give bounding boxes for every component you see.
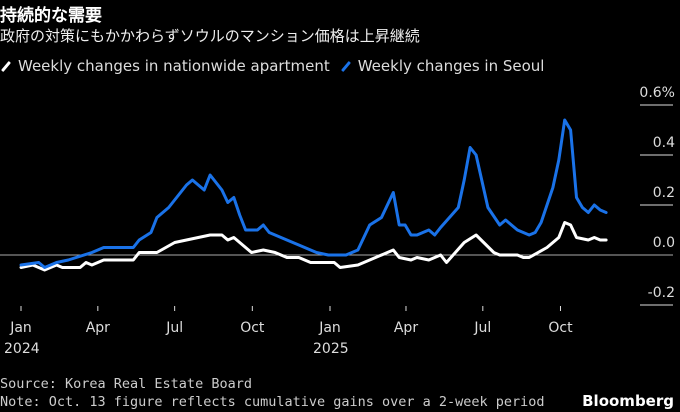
source-note: Source: Korea Real Estate Board (0, 376, 252, 392)
x-tick-label: Jul (473, 320, 491, 336)
legend-label-seoul: Weekly changes in Seoul (357, 57, 545, 75)
x-tick-label: Oct (548, 320, 573, 336)
y-tick-label: 0.4 (653, 135, 675, 151)
y-tick-label: -0.2 (648, 285, 675, 301)
chart-subtitle: 政府の対策にもかかわらずソウルのマンション価格は上昇継続 (0, 27, 420, 45)
legend: Weekly changes in nationwide apartment W… (0, 57, 544, 75)
footnote: Note: Oct. 13 figure reflects cumulative… (0, 394, 545, 410)
x-tick-year: 2024 (4, 341, 40, 357)
chart-title: 持続的な需要 (0, 6, 102, 26)
bloomberg-logo: Bloomberg (582, 392, 674, 410)
x-tick-label: Apr (86, 320, 110, 336)
x-tick-label: Apr (394, 320, 418, 336)
series-line-seoul (19, 118, 608, 269)
x-tick-label: Oct (240, 320, 265, 336)
y-tick-label: 0.6% (639, 85, 675, 101)
y-tick-label: 0.2 (653, 185, 675, 201)
x-tick-year: 2025 (313, 341, 349, 357)
y-tick-label: 0.0 (653, 235, 675, 251)
x-tick-label: Jul (165, 320, 183, 336)
x-tick-label: Jan (318, 320, 341, 336)
legend-item-seoul: Weekly changes in Seoul (340, 57, 545, 75)
legend-item-nationwide: Weekly changes in nationwide apartment (0, 57, 330, 75)
legend-label-nationwide: Weekly changes in nationwide apartment (18, 57, 330, 75)
series-line-nationwide (19, 221, 608, 272)
x-tick-label: Jan (9, 320, 32, 336)
